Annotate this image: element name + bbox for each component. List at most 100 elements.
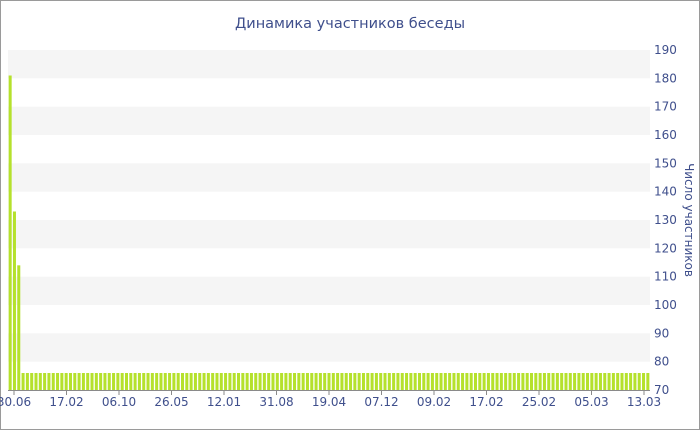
bar bbox=[12, 211, 16, 390]
grid-band bbox=[8, 220, 650, 249]
bar bbox=[340, 373, 344, 390]
bar bbox=[185, 373, 189, 390]
grid-band bbox=[8, 106, 650, 135]
bar bbox=[586, 373, 590, 390]
bar bbox=[21, 373, 25, 390]
y-tick-label: 140 bbox=[654, 185, 677, 199]
grid-band bbox=[8, 163, 650, 192]
background-bands bbox=[8, 50, 650, 362]
bars-group bbox=[8, 75, 650, 390]
grid-band bbox=[8, 333, 650, 362]
bar bbox=[81, 373, 85, 390]
bar bbox=[288, 373, 292, 390]
bar bbox=[443, 373, 447, 390]
bar bbox=[163, 373, 167, 390]
bar bbox=[25, 373, 29, 390]
bar bbox=[465, 373, 469, 390]
bar bbox=[94, 373, 98, 390]
bar bbox=[396, 373, 400, 390]
bar bbox=[422, 373, 426, 390]
bar bbox=[60, 373, 64, 390]
bar bbox=[353, 373, 357, 390]
x-tick-label: 09.02 bbox=[417, 395, 451, 409]
y-tick-labels: 70 80 90 100 110 120 130 140 150 160 170 180 190 bbox=[654, 43, 677, 397]
bar bbox=[120, 373, 124, 390]
bar bbox=[581, 373, 585, 390]
y-tick-label: 160 bbox=[654, 128, 677, 142]
bar bbox=[99, 373, 103, 390]
bar bbox=[112, 373, 116, 390]
bar bbox=[176, 373, 180, 390]
bar bbox=[504, 373, 508, 390]
bar bbox=[124, 373, 128, 390]
x-tick-label: 17.02 bbox=[469, 395, 503, 409]
x-tick-label: 12.01 bbox=[207, 395, 241, 409]
bar bbox=[573, 373, 577, 390]
y-tick-label: 90 bbox=[654, 326, 669, 340]
bar bbox=[331, 373, 335, 390]
bar bbox=[64, 373, 68, 390]
bar bbox=[512, 373, 516, 390]
y-tick-label: 190 bbox=[654, 43, 677, 57]
x-tick-labels: 30.06 17.02 06.10 26.05 12.01 31.08 19.04 07.12… bbox=[0, 395, 661, 409]
bar bbox=[568, 373, 572, 390]
bar bbox=[491, 373, 495, 390]
bar bbox=[271, 373, 275, 390]
bar bbox=[624, 373, 628, 390]
bar bbox=[405, 373, 409, 390]
bar bbox=[646, 373, 650, 390]
bar bbox=[284, 373, 288, 390]
bar bbox=[637, 373, 641, 390]
y-tick-label: 80 bbox=[654, 355, 669, 369]
bar bbox=[51, 373, 55, 390]
x-tick-label: 19.04 bbox=[312, 395, 346, 409]
bar bbox=[577, 373, 581, 390]
bar bbox=[258, 373, 262, 390]
bar bbox=[211, 373, 215, 390]
y-axis-label: Число участников bbox=[682, 163, 696, 277]
bar bbox=[495, 373, 499, 390]
bar bbox=[607, 373, 611, 390]
bar bbox=[90, 373, 94, 390]
y-tick-label: 100 bbox=[654, 298, 677, 312]
bar bbox=[215, 373, 219, 390]
bar bbox=[452, 373, 456, 390]
bar bbox=[168, 373, 172, 390]
bar bbox=[629, 373, 633, 390]
bar bbox=[448, 373, 452, 390]
bar bbox=[103, 373, 107, 390]
bar bbox=[357, 373, 361, 390]
x-tick-label: 30.06 bbox=[0, 395, 31, 409]
bar bbox=[551, 373, 555, 390]
bar bbox=[224, 373, 228, 390]
bar bbox=[564, 373, 568, 390]
bar bbox=[38, 373, 42, 390]
bar bbox=[611, 373, 615, 390]
bar bbox=[555, 373, 559, 390]
y-tick-label: 70 bbox=[654, 383, 669, 397]
x-tick-label: 25.02 bbox=[522, 395, 556, 409]
bar bbox=[314, 373, 318, 390]
bar bbox=[150, 373, 154, 390]
bar bbox=[86, 373, 90, 390]
bar bbox=[254, 373, 258, 390]
bar bbox=[366, 373, 370, 390]
bar bbox=[620, 373, 624, 390]
x-tick-label: 26.05 bbox=[154, 395, 188, 409]
x-tick-label: 31.08 bbox=[259, 395, 293, 409]
bar bbox=[68, 373, 72, 390]
bar bbox=[603, 373, 607, 390]
bar bbox=[547, 373, 551, 390]
bar bbox=[361, 373, 365, 390]
bar bbox=[47, 373, 51, 390]
bar bbox=[400, 373, 404, 390]
bar bbox=[530, 373, 534, 390]
bar bbox=[538, 373, 542, 390]
bar bbox=[34, 373, 38, 390]
y-tick-label: 180 bbox=[654, 71, 677, 85]
bar bbox=[392, 373, 396, 390]
grid-band bbox=[8, 50, 650, 79]
bar bbox=[262, 373, 266, 390]
bar bbox=[275, 373, 279, 390]
